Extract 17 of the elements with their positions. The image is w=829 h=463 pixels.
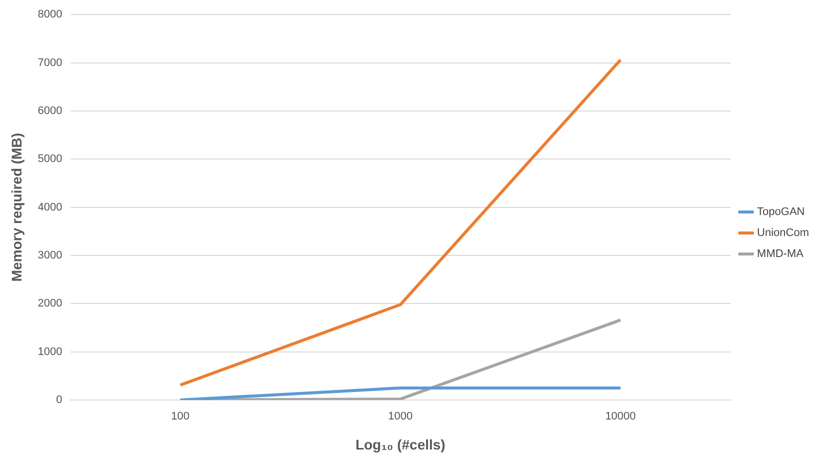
legend-label: MMD-MA [757,248,804,260]
x-tick-label: 10000 [605,410,636,423]
y-tick-label: 0 [56,394,62,406]
y-tick-label: 2000 [38,298,62,310]
y-tick-label: 6000 [38,104,62,117]
y-tick-label: 5000 [38,153,62,166]
x-axis-title: Log₁₀ (#cells) [355,436,446,452]
legend-label: UnionCom [757,227,810,240]
y-tick-label: 4000 [38,201,62,214]
y-tick-label: 3000 [38,250,62,262]
x-tick-label: 100 [171,410,190,423]
x-tick-label: 1000 [388,410,413,423]
y-tick-label: 1000 [38,346,62,358]
legend-label: TopoGAN [757,206,805,218]
y-axis-title: Memory required (MB) [8,133,24,282]
y-tick-label: 8000 [38,8,62,21]
y-tick-label: 7000 [38,56,62,69]
